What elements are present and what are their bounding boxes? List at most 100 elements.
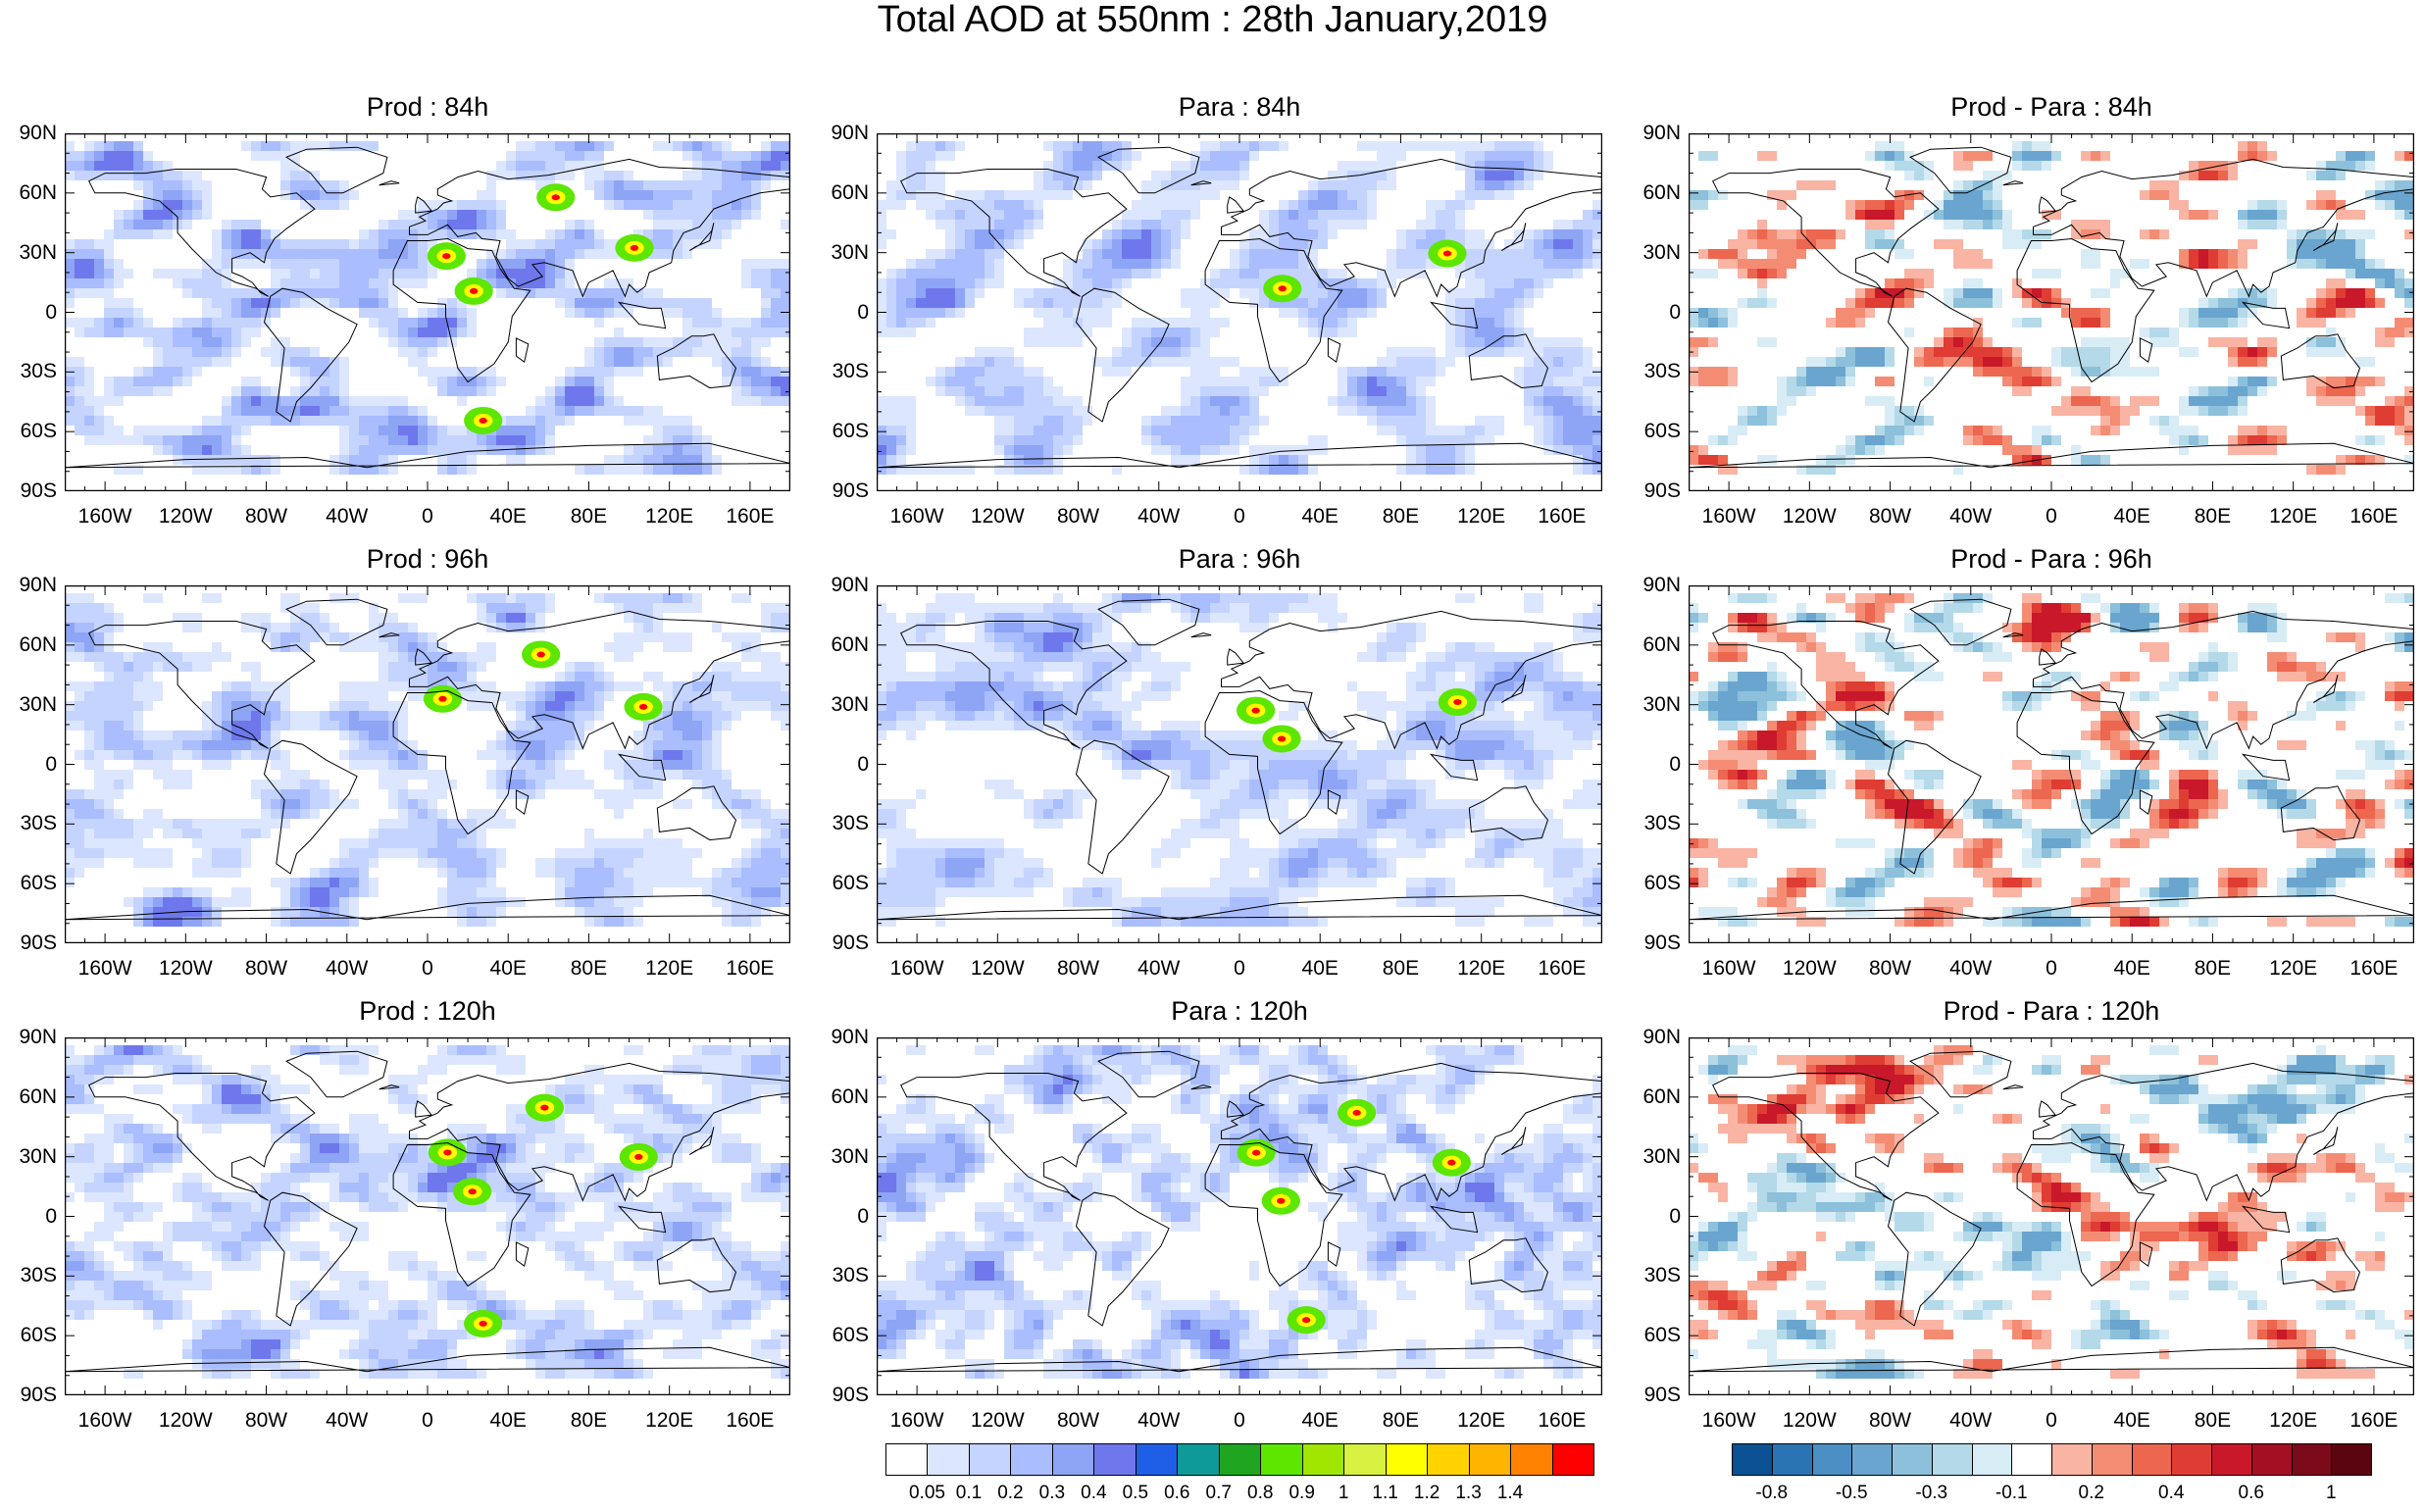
- colorbar-label: -0.8: [1738, 1483, 1806, 1504]
- lat-label: 90N: [0, 123, 57, 144]
- aod-hotspot: [468, 1188, 476, 1194]
- aod-hotspot: [1279, 285, 1287, 291]
- colorbar-swatch: [1219, 1443, 1261, 1476]
- lon-label: 40W: [1120, 1410, 1198, 1432]
- lat-label: 90N: [812, 575, 869, 596]
- lat-label: 60N: [812, 182, 869, 204]
- lon-label: 160W: [66, 1410, 144, 1432]
- colorbar-label: 0.2: [2057, 1483, 2126, 1504]
- lat-label: 30S: [812, 1265, 869, 1286]
- aod-hotspot: [639, 704, 647, 710]
- colorbar-swatch: [2132, 1443, 2173, 1476]
- colorbar-swatch: [1093, 1443, 1136, 1476]
- lon-label: 40E: [2093, 958, 2171, 980]
- lat-label: 60S: [1624, 873, 1681, 894]
- lat-label: 90N: [812, 1027, 869, 1048]
- lat-label: 60S: [1624, 421, 1681, 442]
- lon-label: 120W: [1770, 506, 1848, 528]
- colorbar-swatch: [1772, 1443, 1813, 1476]
- lon-label: 160W: [66, 506, 144, 528]
- lon-label: 40W: [1120, 958, 1198, 980]
- colorbar-swatch: [1010, 1443, 1052, 1476]
- colorbar-swatch: [2331, 1443, 2372, 1476]
- panel-title: Para : 120h: [877, 996, 1602, 1026]
- lon-label: 160E: [1523, 958, 1601, 980]
- lon-label: 160E: [1523, 1410, 1601, 1432]
- aod-hotspot: [631, 245, 638, 251]
- figure-title: Total AOD at 550nm : 28th January,2019: [0, 0, 2425, 39]
- lon-label: 160E: [711, 1410, 789, 1432]
- map-canvas: [877, 585, 1602, 943]
- colorbar-swatch: [1136, 1443, 1178, 1476]
- lon-label: 160E: [711, 506, 789, 528]
- colorbar-label: -0.1: [1977, 1483, 2046, 1504]
- aod-hotspot: [1302, 1317, 1310, 1323]
- map-canvas: [877, 133, 1602, 491]
- lon-label: 40E: [1281, 506, 1359, 528]
- lat-label: 30S: [812, 361, 869, 382]
- lat-label: 30N: [0, 1146, 57, 1168]
- lat-label: 30N: [1624, 242, 1681, 264]
- lat-label: 90S: [1624, 932, 1681, 954]
- lat-label: 0: [812, 302, 869, 324]
- colorbar-swatch: [1386, 1443, 1428, 1476]
- lon-label: 40E: [2093, 1410, 2171, 1432]
- lat-label: 60N: [812, 634, 869, 656]
- lon-label: 160W: [878, 506, 956, 528]
- lat-label: 90N: [0, 575, 57, 596]
- lon-label: 120W: [958, 1410, 1036, 1432]
- lon-label: 0: [2012, 958, 2091, 980]
- lat-label: 60N: [0, 1086, 57, 1108]
- lon-label: 120E: [1442, 1410, 1521, 1432]
- lat-label: 30S: [812, 813, 869, 834]
- lon-label: 160E: [2335, 958, 2413, 980]
- lat-label: 90N: [1624, 123, 1681, 144]
- lat-label: 90N: [1624, 1027, 1681, 1048]
- lon-label: 80W: [1851, 506, 1930, 528]
- colorbar-swatch: [2051, 1443, 2093, 1476]
- lat-label: 30S: [0, 1265, 57, 1286]
- lon-label: 120W: [146, 506, 225, 528]
- aod-hotspot: [1443, 251, 1451, 257]
- map-canvas: [65, 585, 790, 943]
- map-canvas: [65, 1037, 790, 1395]
- lon-label: 120W: [146, 958, 225, 980]
- colorbar-label: 1.4: [1476, 1483, 1544, 1504]
- lat-label: 30S: [1624, 361, 1681, 382]
- colorbar-swatch: [885, 1443, 928, 1476]
- lon-label: 160W: [878, 1410, 956, 1432]
- colorbar-swatch: [1972, 1443, 2013, 1476]
- lat-label: 60N: [1624, 182, 1681, 204]
- lat-label: 60S: [1624, 1325, 1681, 1346]
- lon-label: 40W: [308, 958, 386, 980]
- colorbar-swatch: [1427, 1443, 1469, 1476]
- lon-label: 40E: [469, 1410, 547, 1432]
- colorbar-swatch: [1732, 1443, 1773, 1476]
- panel-title: Para : 84h: [877, 92, 1602, 122]
- lon-label: 0: [1200, 506, 1279, 528]
- colorbar-swatch: [2211, 1443, 2252, 1476]
- lat-label: 30S: [1624, 813, 1681, 834]
- colorbar-swatch: [1851, 1443, 1893, 1476]
- lat-label: 30N: [812, 242, 869, 264]
- lon-label: 160W: [1690, 1410, 1768, 1432]
- colorbar-swatch: [1302, 1443, 1344, 1476]
- map-canvas: [65, 133, 790, 491]
- lat-label: 60N: [1624, 634, 1681, 656]
- lon-label: 160E: [1523, 506, 1601, 528]
- lon-label: 120E: [2254, 958, 2333, 980]
- lat-label: 60N: [1624, 1086, 1681, 1108]
- aod-hotspot: [536, 651, 544, 657]
- lat-label: 0: [1624, 754, 1681, 776]
- lon-label: 40W: [308, 1410, 386, 1432]
- lon-label: 40W: [1120, 506, 1198, 528]
- colorbar-swatch: [927, 1443, 969, 1476]
- lon-label: 40W: [308, 506, 386, 528]
- lat-label: 0: [0, 302, 57, 324]
